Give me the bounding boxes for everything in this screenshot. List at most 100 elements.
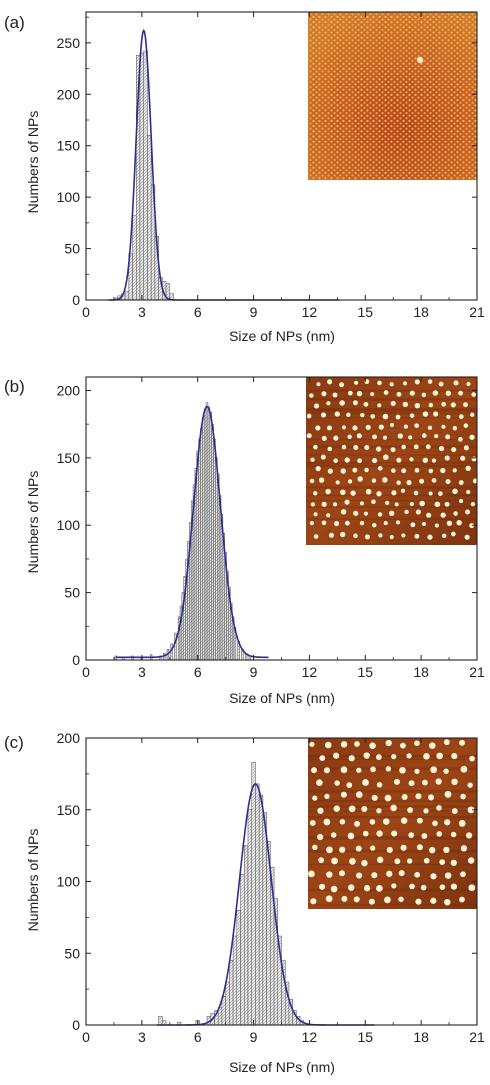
afm-inset-image: [308, 738, 477, 909]
inset-particle: [401, 794, 408, 800]
x-tick-label: 6: [194, 664, 202, 680]
inset-particle: [339, 846, 346, 853]
inset-particle: [391, 754, 397, 760]
histogram-plot: 0 3 6 9 12 15 18 21 0 50 100 150 200: [57, 376, 485, 680]
y-tick-label: 150: [57, 138, 81, 154]
inset-particle: [463, 423, 469, 428]
histogram-bar: [198, 438, 201, 661]
inset-scanline: [308, 888, 477, 890]
inset-particle: [432, 390, 439, 396]
inset-particle: [382, 435, 388, 440]
inset-particle: [469, 523, 475, 529]
inset-particle: [435, 778, 442, 785]
x-tick-label: 18: [413, 664, 429, 680]
inset-particle: [341, 425, 347, 430]
inset-particle: [364, 467, 369, 473]
inset-particle: [403, 424, 409, 429]
histogram-bar: [196, 450, 199, 661]
inset-particle: [390, 447, 396, 453]
inset-particle: [377, 512, 383, 517]
inset-particle: [452, 425, 458, 431]
inset-particle: [376, 830, 383, 837]
histogram-bar: [139, 52, 144, 301]
afm-inset-image: [306, 377, 478, 545]
inset-particle: [333, 435, 339, 441]
inset-particle: [356, 767, 362, 773]
histogram-bar: [174, 632, 177, 661]
inset-particle: [471, 456, 477, 462]
inset-particle: [443, 739, 450, 746]
inset-particle: [371, 872, 378, 879]
inset-particle: [335, 480, 340, 485]
inset-particle: [350, 490, 356, 496]
inset-particle: [460, 765, 468, 773]
inset-particle: [443, 768, 449, 774]
histogram-bar: [262, 812, 267, 1026]
inset-particle: [452, 488, 458, 495]
inset-particle: [372, 457, 378, 464]
panel-c: (c) Numbers of NPs Size of NPs (nm) 0 3 6 9…: [4, 730, 485, 1075]
inset-particle: [348, 755, 355, 762]
inset-particle: [415, 509, 421, 515]
inset-particle: [443, 846, 450, 854]
inset-particle: [359, 501, 364, 506]
inset-particle: [320, 412, 327, 418]
inset-particle: [375, 446, 382, 452]
inset-particle: [312, 844, 318, 851]
inset-particle: [354, 741, 360, 747]
inset-particle: [421, 833, 428, 839]
inset-particle: [376, 856, 384, 864]
inset-particle: [400, 742, 406, 749]
inset-particle: [470, 412, 475, 417]
inset-particle: [428, 468, 434, 474]
inset-particle: [414, 379, 420, 385]
inset-particle: [324, 793, 330, 800]
x-tick-label: 6: [194, 304, 202, 320]
inset-particle: [423, 753, 430, 760]
gaussian-fit-line: [115, 405, 269, 659]
inset-particle: [410, 522, 416, 528]
x-tick-label: 18: [413, 304, 429, 320]
panel-label: (a): [4, 13, 25, 32]
inset-particle: [460, 793, 466, 800]
inset-particle: [400, 844, 407, 851]
inset-particle: [445, 390, 452, 396]
inset-particle: [440, 512, 446, 518]
histogram-bar: [203, 409, 207, 661]
inset-particle: [355, 791, 363, 798]
y-tick-label: 150: [57, 450, 81, 466]
histogram-bar: [232, 935, 238, 1026]
inset-particle: [355, 872, 363, 879]
inset-particle: [362, 830, 369, 837]
inset-particle: [395, 414, 401, 420]
inset-particle: [383, 390, 389, 395]
inset-scanline: [308, 767, 477, 771]
inset-particle: [324, 741, 332, 749]
inset-particle: [409, 501, 414, 507]
inset-particle: [318, 477, 325, 483]
inset-particle: [315, 465, 321, 472]
inset-particle: [318, 857, 325, 864]
inset-particle: [389, 534, 394, 540]
inset-particle: [340, 489, 346, 496]
inset-scanline: [308, 837, 477, 840]
inset-particle: [460, 871, 466, 878]
inset-particle: [393, 778, 401, 785]
inset-particle: [332, 752, 340, 759]
y-tick-label: 200: [57, 86, 81, 102]
inset-particle: [313, 491, 318, 496]
inset-particle: [404, 509, 409, 515]
inset-particle: [460, 845, 468, 852]
histogram-bar: [132, 215, 137, 301]
inset-particle: [313, 534, 319, 539]
inset-particle: [370, 766, 376, 773]
inset-particle: [344, 499, 350, 505]
histogram-bar: [211, 423, 214, 661]
inset-particle: [327, 446, 333, 452]
inset-particle: [406, 858, 413, 864]
inset-particle: [363, 752, 370, 759]
inset-particle: [467, 806, 475, 814]
inset-particle: [400, 817, 408, 824]
inset-particle: [375, 754, 382, 760]
